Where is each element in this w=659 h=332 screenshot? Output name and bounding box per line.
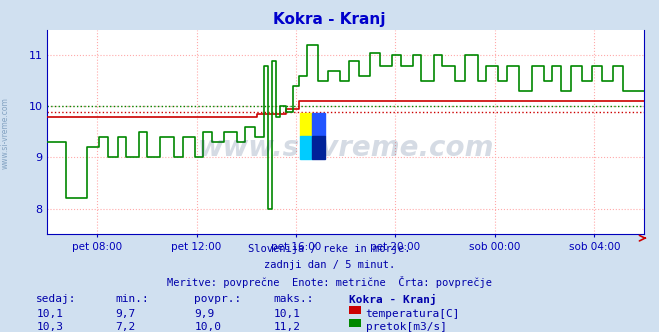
- Text: 9,7: 9,7: [115, 309, 136, 319]
- Bar: [312, 136, 325, 159]
- Text: Meritve: povprečne  Enote: metrične  Črta: povprečje: Meritve: povprečne Enote: metrične Črta:…: [167, 276, 492, 288]
- Bar: [300, 113, 312, 136]
- Text: pretok[m3/s]: pretok[m3/s]: [366, 322, 447, 332]
- Text: Slovenija / reke in morje.: Slovenija / reke in morje.: [248, 244, 411, 254]
- Bar: [300, 136, 312, 159]
- Text: 10,0: 10,0: [194, 322, 221, 332]
- Bar: [312, 113, 325, 136]
- Text: sedaj:: sedaj:: [36, 294, 76, 304]
- Text: www.si-vreme.com: www.si-vreme.com: [1, 97, 10, 169]
- Text: 11,2: 11,2: [273, 322, 301, 332]
- Text: 10,3: 10,3: [36, 322, 63, 332]
- Text: temperatura[C]: temperatura[C]: [366, 309, 460, 319]
- Text: zadnji dan / 5 minut.: zadnji dan / 5 minut.: [264, 260, 395, 270]
- Text: Kokra - Kranj: Kokra - Kranj: [349, 294, 437, 305]
- Text: povpr.:: povpr.:: [194, 294, 242, 304]
- Text: www.si-vreme.com: www.si-vreme.com: [198, 134, 494, 162]
- Text: 9,9: 9,9: [194, 309, 215, 319]
- Text: 10,1: 10,1: [273, 309, 301, 319]
- Text: min.:: min.:: [115, 294, 149, 304]
- Text: 7,2: 7,2: [115, 322, 136, 332]
- Text: maks.:: maks.:: [273, 294, 314, 304]
- Text: Kokra - Kranj: Kokra - Kranj: [273, 12, 386, 27]
- Text: 10,1: 10,1: [36, 309, 63, 319]
